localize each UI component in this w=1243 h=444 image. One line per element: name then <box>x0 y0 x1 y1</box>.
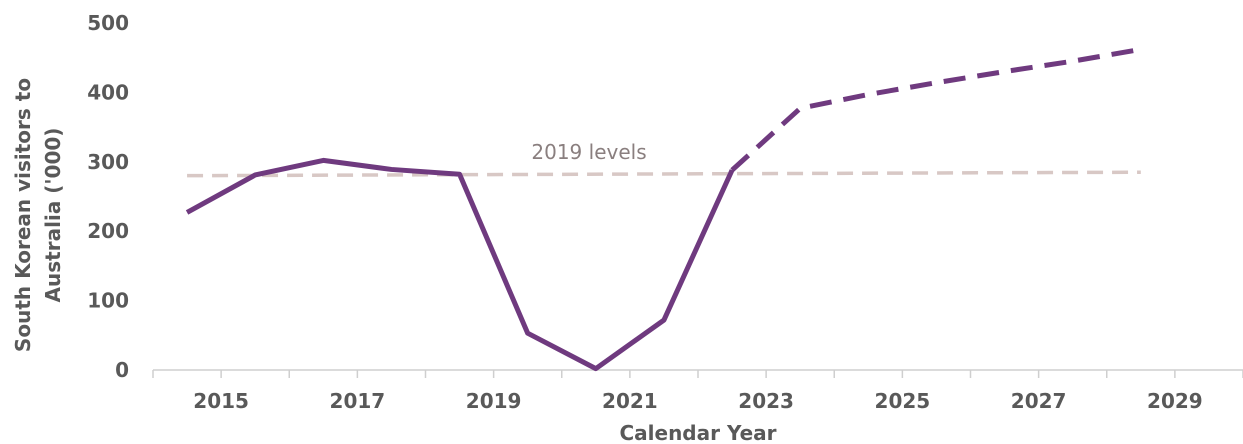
y-tick-label: 100 <box>87 289 129 313</box>
x-tick-label: 2029 <box>1147 389 1203 413</box>
x-axis-ticks: 2015 2017 2019 2021 2023 2025 2027 2029 <box>152 370 1243 413</box>
x-axis-title: Calendar Year <box>619 421 776 444</box>
x-tick-label: 2015 <box>193 389 249 413</box>
y-tick-label: 0 <box>115 358 129 382</box>
x-tick-label: 2025 <box>875 389 931 413</box>
y-axis-title-line-1: South Korean visitors to <box>11 78 35 352</box>
reference-line <box>187 170 1141 178</box>
x-tick-label: 2027 <box>1011 389 1067 413</box>
series-group <box>185 46 1142 372</box>
x-tick-label: 2023 <box>738 389 794 413</box>
y-tick-label: 200 <box>87 219 129 243</box>
annotation-label: 2019 levels <box>531 140 646 164</box>
y-axis-title-line-2: Australia ('000) <box>41 128 65 303</box>
actual-series-line <box>185 157 735 372</box>
x-tick-label: 2021 <box>602 389 658 413</box>
y-axis-ticks: 0 100 200 300 400 500 <box>87 11 129 382</box>
forecast-series-line <box>730 46 1142 172</box>
annotations-group: 2019 levels <box>531 140 646 164</box>
y-tick-label: 400 <box>87 80 129 104</box>
y-tick-label: 300 <box>87 150 129 174</box>
y-axis-title: South Korean visitors to Australia ('000… <box>11 78 65 352</box>
y-tick-label: 500 <box>87 11 129 35</box>
x-tick-label: 2017 <box>330 389 386 413</box>
x-tick-label: 2019 <box>466 389 522 413</box>
